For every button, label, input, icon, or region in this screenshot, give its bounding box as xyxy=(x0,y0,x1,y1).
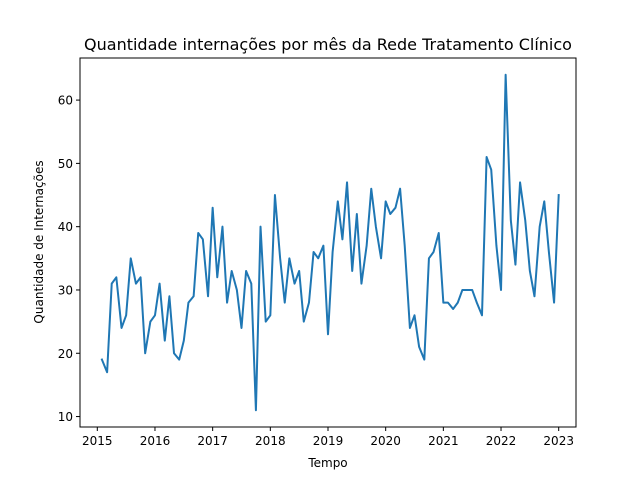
y-axis-label: Quantidade de Internações xyxy=(32,160,46,323)
x-tick-label: 2021 xyxy=(428,434,459,448)
x-axis: 2015 2016 2017 2018 2019 2020 2021 2022 2023 xyxy=(82,427,574,448)
plot-area xyxy=(100,73,560,412)
y-axis: 10 20 30 40 50 60 xyxy=(58,94,80,424)
y-tick-label: 20 xyxy=(58,347,73,361)
y-tick-label: 40 xyxy=(58,220,73,234)
x-tick-label: 2023 xyxy=(543,434,574,448)
y-tick-label: 30 xyxy=(58,283,73,297)
y-tick-label: 50 xyxy=(58,157,73,171)
y-tick-label: 60 xyxy=(58,94,73,108)
x-axis-label: Tempo xyxy=(307,456,347,470)
x-tick-label: 2022 xyxy=(486,434,517,448)
x-tick-label: 2016 xyxy=(140,434,171,448)
x-tick-label: 2018 xyxy=(255,434,286,448)
y-tick-label: 10 xyxy=(58,410,73,424)
chart-title: Quantidade internações por mês da Rede T… xyxy=(84,35,572,54)
x-tick-label: 2017 xyxy=(197,434,228,448)
series-line xyxy=(100,73,560,412)
x-tick-label: 2020 xyxy=(370,434,401,448)
x-tick-label: 2015 xyxy=(82,434,113,448)
x-tick-label: 2019 xyxy=(313,434,344,448)
plot-frame xyxy=(79,57,577,428)
